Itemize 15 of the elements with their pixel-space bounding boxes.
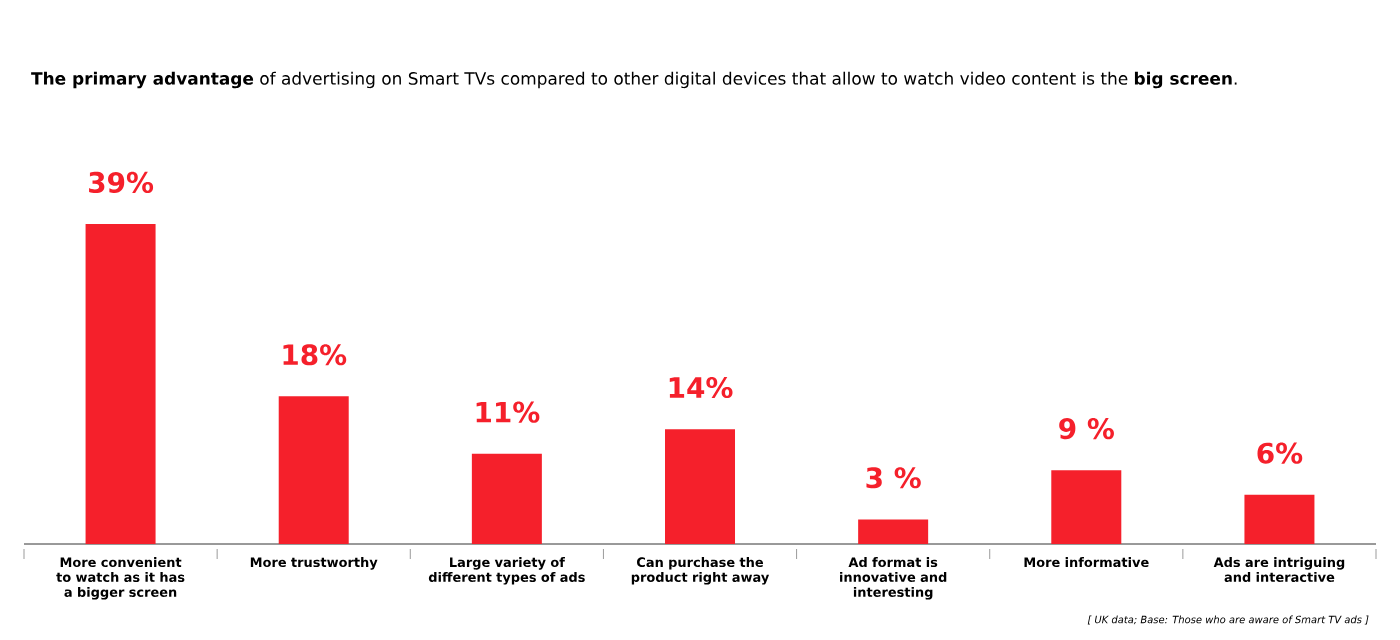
bar [1051, 470, 1122, 544]
bar [85, 224, 156, 544]
bar [278, 396, 349, 544]
data-label: 6% [1257, 442, 1303, 464]
data-label: 9 % [1059, 418, 1114, 440]
data-label: 3 % [866, 467, 921, 489]
bar [665, 429, 736, 544]
data-label: 18% [283, 344, 347, 366]
bar [1244, 494, 1315, 544]
chart-title: The primary advantage of advertising on Smart TVs compared to other digital devices that allow to watch video content is the big screen. [31, 71, 1237, 89]
bar [858, 519, 929, 544]
data-label: 39% [89, 171, 154, 193]
data-label: 14% [669, 376, 733, 399]
data-label: 11% [476, 401, 540, 423]
bar [471, 453, 542, 544]
